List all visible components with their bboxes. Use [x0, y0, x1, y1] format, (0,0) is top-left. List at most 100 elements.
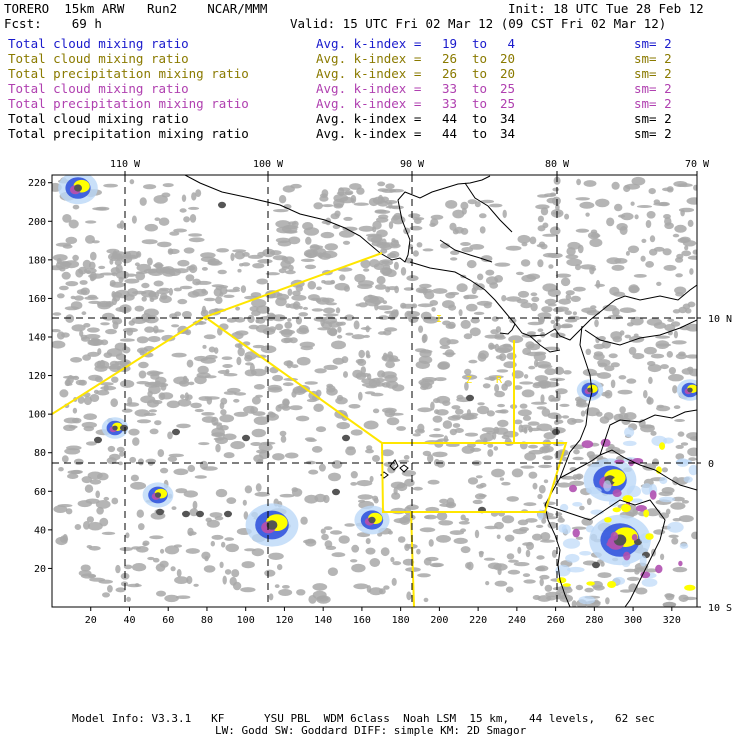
cloud-patch	[535, 524, 544, 529]
cloud-patch	[477, 402, 485, 406]
cloud-patch	[59, 535, 69, 543]
cloud-patch	[220, 397, 228, 405]
cloud-patch	[374, 209, 391, 214]
y-tick-label: 140	[28, 333, 46, 344]
legend-from: 44	[442, 126, 458, 141]
cloud-patch	[497, 419, 509, 427]
cloud-patch	[185, 548, 200, 554]
cloud-patch	[688, 457, 697, 461]
cloud-patch	[83, 521, 90, 530]
cloud-patch	[250, 368, 267, 377]
cloud-patch	[469, 244, 485, 250]
cloud-patch	[496, 534, 501, 540]
cloud-patch	[519, 403, 528, 409]
cloud-patch	[314, 493, 327, 503]
cloud-patch	[685, 323, 697, 332]
cloud-patch	[364, 391, 376, 395]
cloud-patch	[683, 596, 697, 601]
cloud-patch	[186, 575, 193, 585]
cloud-patch	[125, 532, 130, 539]
cloud-patch	[115, 564, 121, 574]
cloud-patch	[65, 508, 73, 515]
cloud-patch	[215, 443, 221, 453]
cloud-patch	[542, 455, 553, 461]
cloud-patch	[532, 482, 538, 490]
cloud-patch	[169, 231, 180, 236]
cloud-patch	[670, 502, 686, 510]
cloud-patch	[388, 188, 404, 193]
cloud-patch	[269, 314, 277, 319]
cloud-patch	[557, 482, 571, 488]
cloud-patch	[187, 531, 197, 536]
cloud-patch	[235, 306, 241, 311]
cloud-patch	[145, 458, 157, 464]
cloud-patch	[204, 375, 217, 379]
cloud-patch	[256, 305, 270, 314]
cloud-patch	[353, 583, 369, 590]
cloud-patch	[460, 201, 469, 210]
cloud-patch	[604, 365, 615, 372]
cloud-patch	[606, 217, 615, 227]
cloud-patch	[517, 234, 531, 244]
cloud-patch	[404, 478, 415, 487]
cloud-patch	[477, 273, 484, 281]
cloud-patch	[360, 259, 371, 269]
cloud-patch	[681, 500, 690, 504]
cloud-patch	[545, 516, 558, 520]
cloud-patch	[403, 455, 410, 460]
cloud-patch	[668, 374, 684, 382]
cloud-patch	[283, 360, 294, 367]
cloud-patch	[610, 379, 616, 389]
cloud-patch	[547, 303, 557, 307]
cloud-patch	[393, 212, 402, 220]
run-label: Run2	[147, 1, 178, 16]
cloud-patch	[537, 317, 545, 323]
cloud-patch	[336, 334, 343, 339]
cloud-patch	[224, 569, 232, 575]
cloud-patch	[645, 508, 661, 517]
cloud-patch	[230, 441, 246, 450]
cloud-patch	[647, 396, 652, 405]
x-tick-label: 320	[663, 615, 681, 626]
cloud-patch	[544, 584, 553, 592]
cloud-patch	[291, 364, 299, 369]
cloud-patch	[545, 591, 561, 597]
cloud-patch	[417, 407, 433, 413]
model-info: Model Info: V3.3.1 KF YSU PBL WDM 6class…	[72, 712, 655, 725]
cloud-patch	[164, 545, 180, 555]
cloud-patch	[56, 331, 65, 340]
cloud-patch	[631, 176, 646, 186]
cloud-patch	[553, 414, 563, 420]
cloud-precip-magenta	[612, 489, 622, 497]
cloud-patch	[620, 212, 634, 221]
cloud-patch	[537, 259, 544, 268]
valid-time: Valid: 15 UTC Fri 02 Mar 12 (09 CST Fri …	[290, 16, 667, 31]
x-tick-label: 300	[624, 615, 642, 626]
cloud-patch	[466, 260, 477, 269]
cloud-patch	[331, 460, 343, 469]
cloud-patch	[485, 581, 490, 586]
cloud-patch	[298, 306, 303, 310]
cloud-patch	[384, 200, 398, 204]
cloud-patch	[361, 378, 376, 384]
cloud-patch	[203, 297, 216, 302]
cloud-patch	[253, 416, 270, 425]
cloud-cell-dark	[592, 561, 600, 569]
cloud-patch	[250, 442, 263, 446]
cloud-patch	[309, 244, 320, 251]
cloud-patch	[124, 278, 140, 284]
cloud-patch	[211, 534, 224, 540]
cloud-patch	[539, 446, 551, 454]
cloud-patch	[222, 575, 227, 585]
cloud-patch	[608, 353, 618, 359]
cloud-patch	[455, 408, 464, 415]
cloud-patch	[282, 585, 290, 589]
cloud-patch	[305, 236, 312, 245]
legend-from: 26	[442, 66, 458, 81]
cloud-patch	[546, 595, 557, 601]
cloud-patch	[282, 382, 294, 387]
cloud-patch	[569, 480, 585, 486]
cloud-patch	[84, 334, 101, 339]
cloud-haze	[622, 440, 637, 446]
cloud-precip-yellow	[586, 581, 595, 586]
